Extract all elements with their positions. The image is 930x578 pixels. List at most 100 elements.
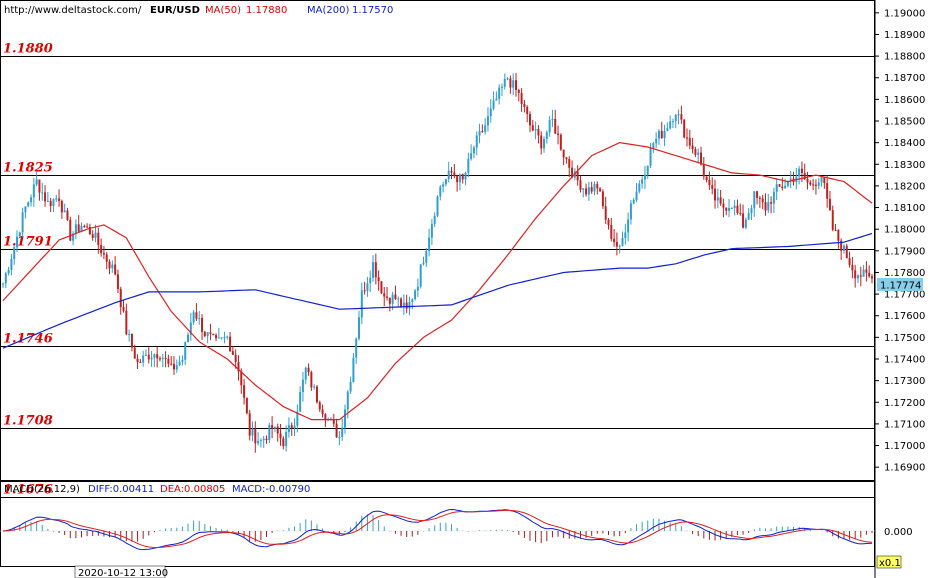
candle-body bbox=[753, 191, 756, 209]
candle-body bbox=[798, 168, 801, 177]
candle-body bbox=[635, 191, 638, 200]
candle-body bbox=[767, 202, 770, 211]
candle-body bbox=[198, 317, 201, 319]
price-tick-label: 1.18100 bbox=[884, 203, 925, 214]
candle-body bbox=[529, 114, 532, 126]
candle-body bbox=[450, 170, 453, 173]
candle-body bbox=[397, 298, 400, 300]
price-tick-label: 1.17200 bbox=[884, 398, 925, 409]
price-tick-label: 1.17600 bbox=[884, 311, 925, 322]
candle-body bbox=[856, 275, 859, 279]
candle-body bbox=[324, 414, 327, 421]
candle-body bbox=[714, 188, 717, 201]
candle-body bbox=[770, 202, 773, 204]
candle-body bbox=[862, 269, 865, 277]
candle-body bbox=[83, 225, 86, 227]
candle-body bbox=[683, 119, 686, 138]
candle-body bbox=[865, 269, 868, 273]
candle-body bbox=[545, 132, 548, 139]
candle-body bbox=[307, 367, 310, 373]
candle-body bbox=[369, 277, 372, 284]
candle-body bbox=[599, 188, 602, 192]
candle-body bbox=[287, 425, 290, 433]
price-tick-label: 1.17500 bbox=[884, 333, 925, 344]
candle-body bbox=[111, 264, 114, 269]
candle-body bbox=[35, 179, 38, 185]
candle-body bbox=[484, 125, 487, 132]
candle-body bbox=[492, 100, 495, 109]
candle-body bbox=[596, 183, 599, 189]
candle-body bbox=[122, 307, 125, 311]
candle-body bbox=[262, 438, 265, 441]
candle-body bbox=[613, 238, 616, 243]
macd-scale-box bbox=[876, 555, 902, 569]
candle-body bbox=[394, 294, 397, 300]
candle-body bbox=[189, 322, 192, 335]
candle-body bbox=[237, 361, 240, 372]
candle-body bbox=[585, 188, 588, 195]
candle-body bbox=[360, 290, 363, 318]
candle-body bbox=[842, 245, 845, 251]
candle-body bbox=[551, 118, 554, 121]
level-label: 1.1746 bbox=[3, 332, 53, 347]
price-tick-label: 1.18400 bbox=[884, 138, 925, 149]
candle-body bbox=[831, 210, 834, 230]
candle-body bbox=[587, 187, 590, 195]
candle-body bbox=[372, 262, 375, 278]
candle-body bbox=[156, 354, 159, 359]
ma50-value: 1.17880 bbox=[246, 5, 287, 16]
candle-body bbox=[453, 172, 456, 177]
candle-body bbox=[669, 121, 672, 129]
candle-body bbox=[722, 203, 725, 208]
price-tick-label: 1.18500 bbox=[884, 117, 925, 128]
candle-body bbox=[523, 104, 526, 107]
candle-body bbox=[203, 331, 206, 337]
candle-body bbox=[806, 179, 809, 183]
candle-body bbox=[265, 438, 268, 441]
level-label: 1.1791 bbox=[3, 235, 53, 250]
candle-body bbox=[531, 125, 534, 131]
candle-body bbox=[444, 178, 447, 185]
candle-body bbox=[116, 274, 119, 290]
candle-body bbox=[299, 392, 302, 412]
candle-body bbox=[374, 262, 377, 278]
candle-body bbox=[461, 174, 464, 180]
candle-body bbox=[652, 143, 655, 149]
candle-body bbox=[660, 130, 663, 139]
candle-body bbox=[694, 148, 697, 155]
candle-body bbox=[711, 185, 714, 189]
candle-body bbox=[565, 157, 568, 160]
candle-body bbox=[548, 120, 551, 133]
candle-body bbox=[30, 197, 33, 203]
candle-body bbox=[346, 391, 349, 410]
candle-body bbox=[119, 289, 122, 308]
candle-body bbox=[422, 262, 425, 265]
candle-body bbox=[503, 78, 506, 87]
candle-body bbox=[789, 178, 792, 181]
candle-body bbox=[386, 296, 389, 298]
candle-body bbox=[254, 428, 257, 444]
candle-body bbox=[13, 247, 16, 260]
candle-body bbox=[590, 187, 593, 192]
candle-body bbox=[851, 264, 854, 271]
candle-body bbox=[220, 337, 223, 339]
candle-body bbox=[414, 290, 417, 300]
candle-body bbox=[489, 108, 492, 117]
candle-body bbox=[433, 215, 436, 225]
candle-body bbox=[428, 237, 431, 252]
candle-body bbox=[229, 336, 232, 352]
candle-body bbox=[44, 192, 47, 202]
macd-title: MACD(26,12,9) bbox=[4, 484, 80, 495]
candle-body bbox=[408, 302, 411, 309]
current-price-tag bbox=[877, 278, 923, 291]
candle-body bbox=[697, 152, 700, 155]
candle-body bbox=[108, 261, 111, 269]
candle-body bbox=[100, 245, 103, 254]
candle-body bbox=[764, 202, 767, 211]
candle-body bbox=[643, 174, 646, 180]
candle-body bbox=[21, 212, 24, 233]
candle-body bbox=[282, 438, 285, 447]
candle-body bbox=[181, 359, 184, 362]
candle-body bbox=[809, 182, 812, 185]
candle-body bbox=[49, 200, 52, 207]
